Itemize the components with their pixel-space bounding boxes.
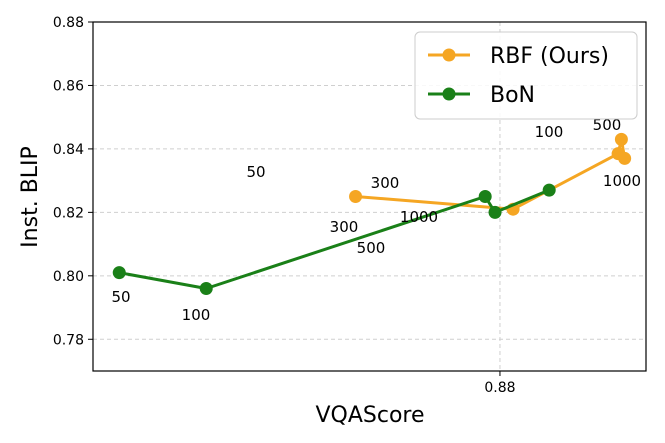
point-label: 100 bbox=[535, 123, 564, 141]
data-point-rbf bbox=[614, 132, 628, 146]
x-axis-label: VQAScore bbox=[315, 403, 424, 428]
y-tick-label: 0.86 bbox=[53, 78, 84, 94]
data-point-bon bbox=[488, 205, 502, 219]
data-point-bon bbox=[112, 266, 126, 280]
plot-frame bbox=[92, 21, 647, 372]
y-tick-label: 0.80 bbox=[53, 269, 84, 285]
legend-marker-bon bbox=[442, 87, 456, 101]
point-label: 500 bbox=[357, 239, 386, 257]
data-point-bon bbox=[542, 183, 556, 197]
point-labels: 50 300 500 1000 50 100 300 100 500 1000 bbox=[111, 116, 641, 324]
point-label: 300 bbox=[371, 174, 400, 192]
point-label: 50 bbox=[111, 288, 130, 306]
data-point-bon bbox=[199, 282, 213, 296]
legend-box bbox=[414, 31, 638, 120]
point-label: 50 bbox=[246, 163, 265, 181]
point-label: 500 bbox=[593, 116, 622, 134]
point-label: 100 bbox=[182, 306, 211, 324]
axis-ticks: 0.78 0.80 0.82 0.84 0.86 0.88 0.88 bbox=[53, 15, 516, 396]
series-bon bbox=[112, 183, 556, 296]
legend: RBF (Ours) BoN bbox=[414, 31, 638, 120]
legend-label-bon: BoN bbox=[490, 83, 535, 108]
data-point-rbf bbox=[349, 190, 363, 203]
point-label: 1000 bbox=[400, 208, 438, 226]
y-axis-label: Inst. BLIP bbox=[18, 146, 43, 248]
y-tick-label: 0.78 bbox=[53, 332, 84, 348]
point-label: 1000 bbox=[603, 172, 641, 190]
legend-marker-rbf bbox=[442, 48, 456, 62]
series-line-bon bbox=[118, 188, 550, 291]
y-tick-label: 0.84 bbox=[53, 142, 84, 158]
y-tick-label: 0.82 bbox=[53, 205, 84, 221]
legend-label-rbf: RBF (Ours) bbox=[490, 44, 609, 69]
data-point-rbf bbox=[618, 151, 632, 165]
y-tick-label: 0.88 bbox=[53, 15, 84, 31]
point-label: 300 bbox=[330, 218, 359, 236]
x-tick-label: 0.88 bbox=[484, 380, 515, 396]
series bbox=[112, 132, 632, 296]
data-point-bon bbox=[478, 190, 492, 203]
